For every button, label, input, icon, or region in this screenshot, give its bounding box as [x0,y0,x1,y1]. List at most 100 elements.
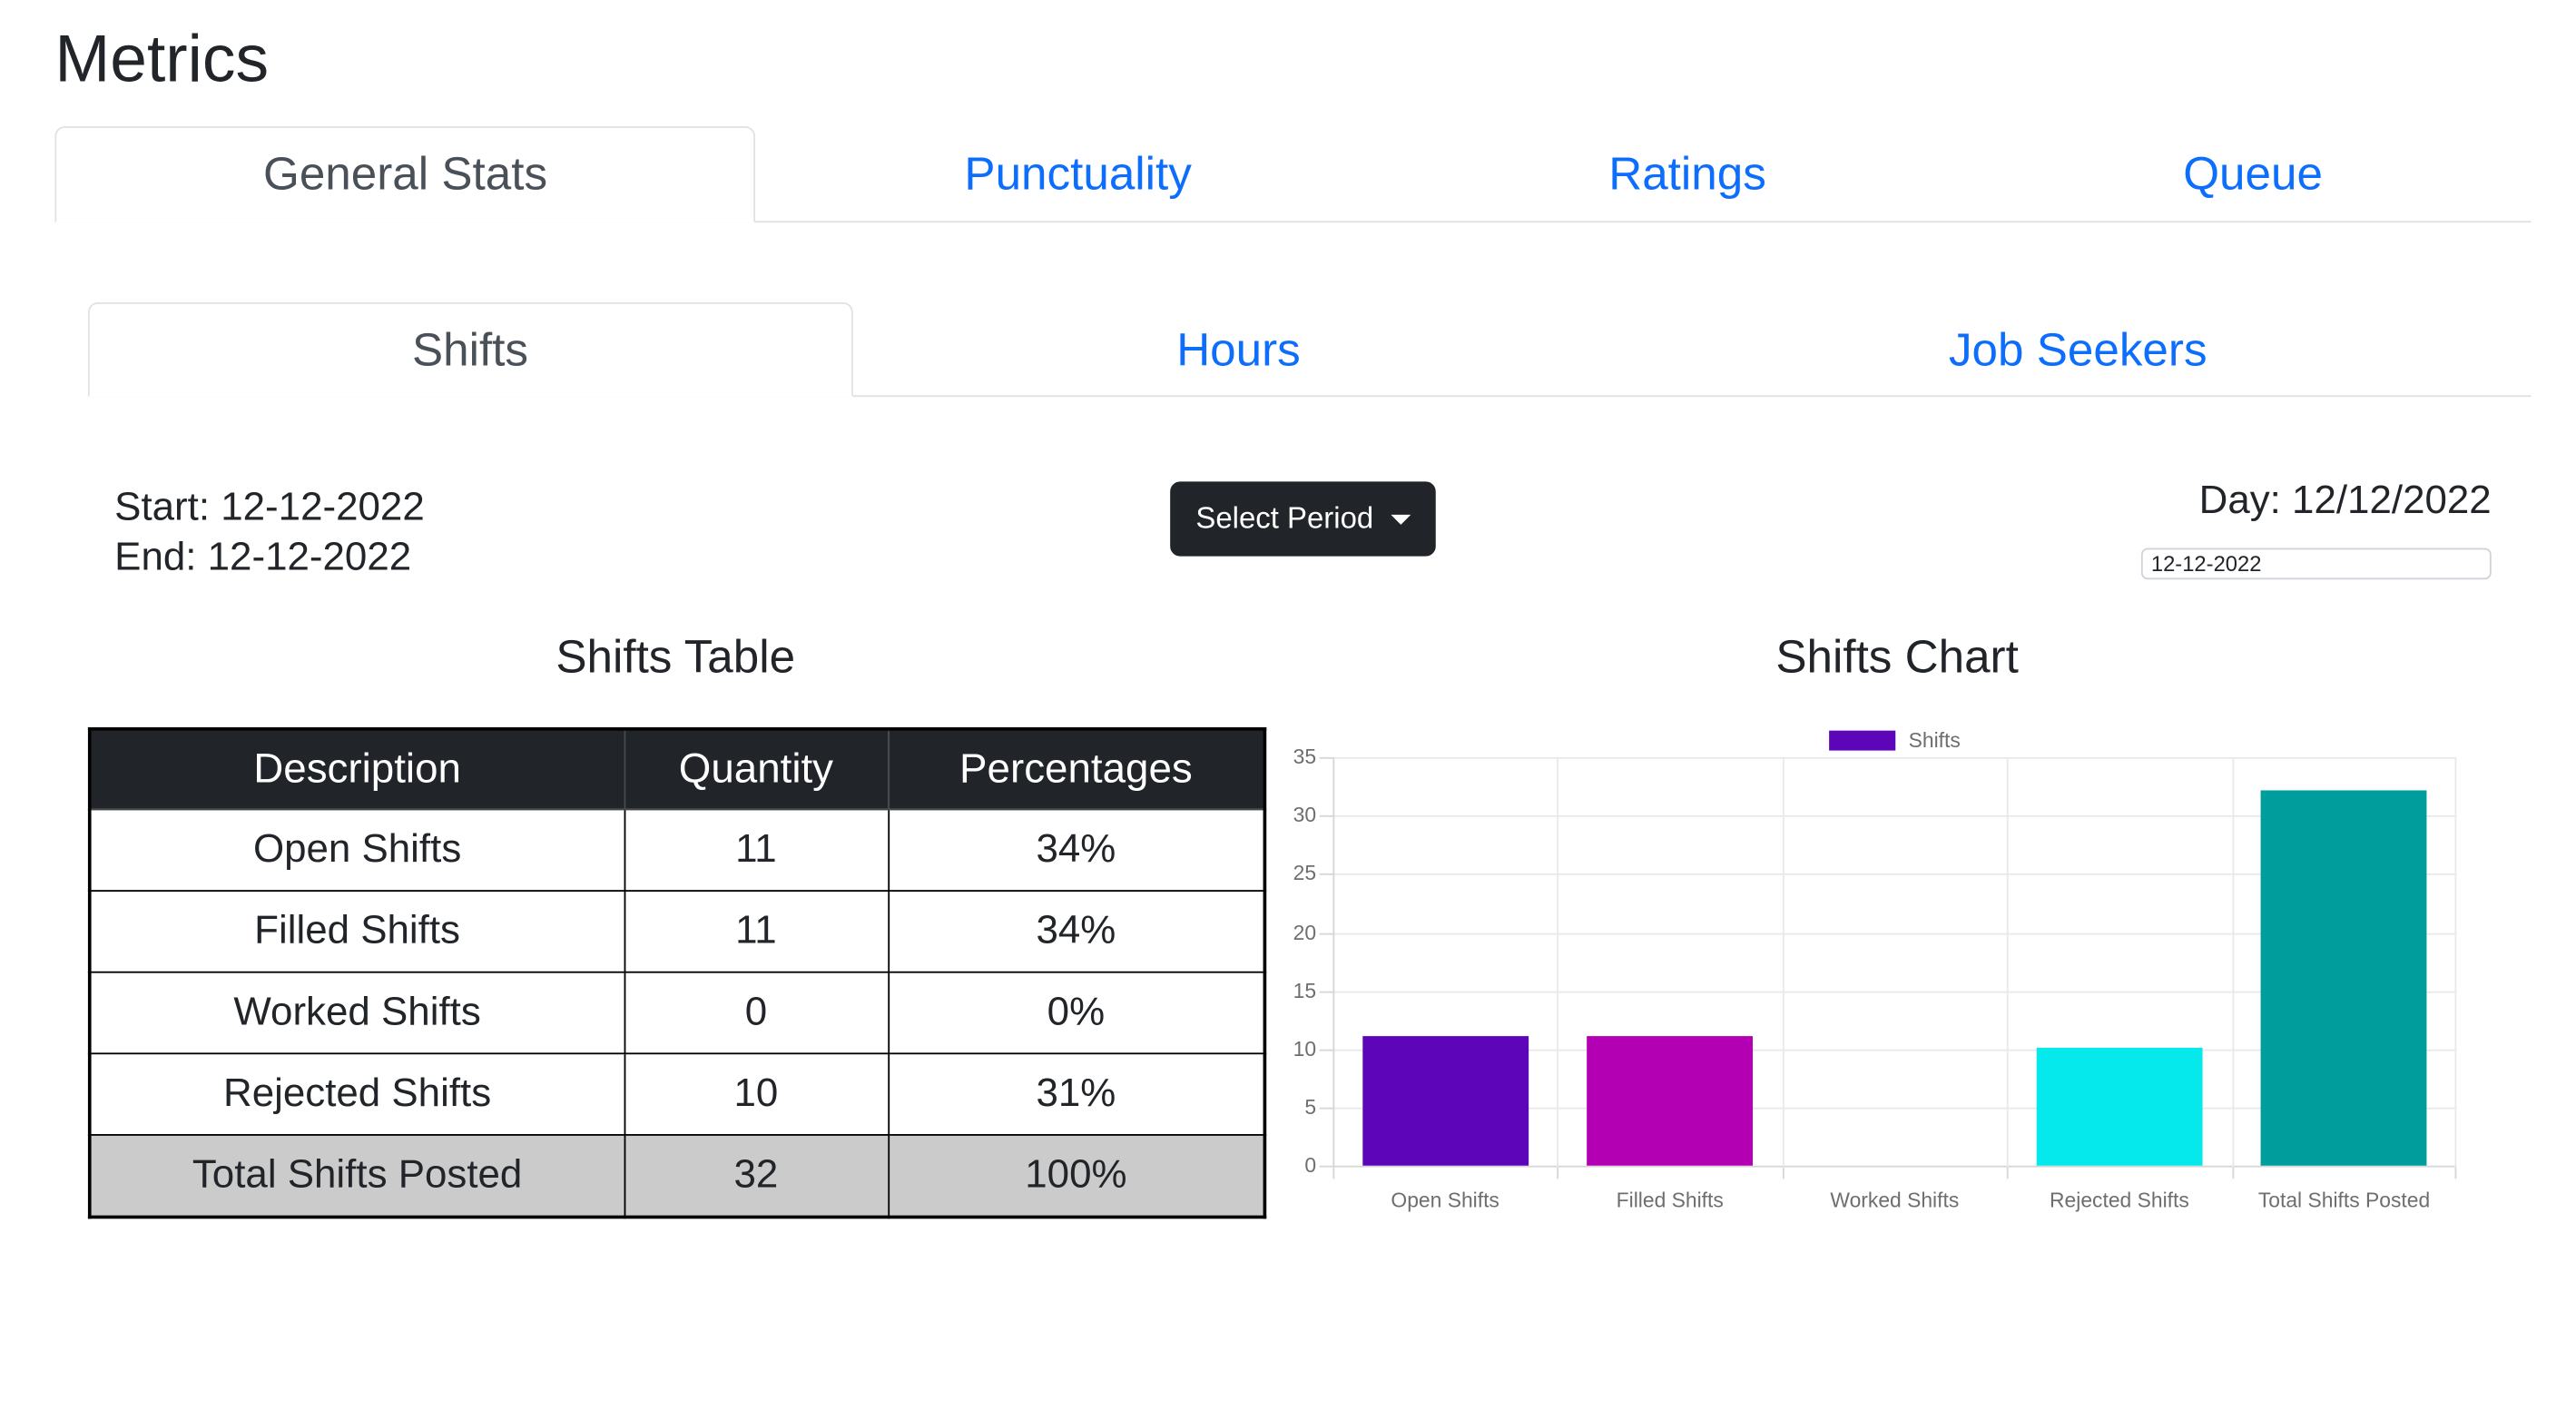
y-axis-label: 15 [1293,979,1317,1003]
y-axis-label: 5 [1304,1096,1317,1120]
cell-quantity: 11 [623,808,890,892]
cell-description: Open Shifts [88,808,625,892]
x-axis-tick [1557,1167,1559,1179]
y-axis-label: 20 [1293,921,1317,944]
cell-percentage: 0% [887,971,1266,1054]
y-axis-label: 10 [1293,1038,1317,1061]
gridline [2454,756,2457,1168]
tab-ratings[interactable]: Ratings [1608,147,1766,200]
x-axis-tick [1782,1167,1785,1179]
gridline [1332,756,1335,1168]
tab-hours[interactable]: Hours [1176,322,1301,375]
cell-quantity: 10 [623,1051,890,1136]
cell-percentage: 31% [887,1051,1266,1136]
y-axis-tick [1319,873,1333,876]
gridline [1332,991,2457,993]
x-axis-tick [2231,1167,2234,1179]
bar-open-shifts [1362,1036,1529,1166]
select-period-button[interactable]: Select Period [1170,481,1435,557]
y-axis-label: 0 [1304,1153,1317,1178]
bar-filled-shifts [1587,1036,1754,1166]
x-axis-label: Rejected Shifts [2050,1188,2189,1212]
date-range-block: Start: 12-12-2022 End: 12-12-2022 [88,470,907,583]
legend-label: Shifts [1908,728,1961,753]
shifts-chart-section: Shifts Chart Shifts 0 5 10 15 20 25 30 35 Open S… [1263,629,2532,1271]
select-period-label: Select Period [1195,501,1374,536]
x-axis-label: Worked Shifts [1830,1188,1960,1212]
header-quantity: Quantity [623,727,890,811]
gridline [1332,815,2457,817]
y-axis-tick [1319,932,1333,934]
sub-tab-bar: Shifts Hours Job Seekers [87,301,2532,398]
gridline [1332,1165,2457,1168]
tab-job-seekers[interactable]: Job Seekers [1948,322,2207,375]
bar-total-shifts-posted [2261,790,2427,1166]
shifts-table-section: Shifts Table Description Quantity Percen… [87,629,1267,1219]
y-axis-tick [1319,1050,1333,1051]
caret-down-icon [1390,515,1411,526]
tab-punctuality[interactable]: Punctuality [964,147,1192,200]
cell-percentage: 34% [887,808,1266,892]
bar-rejected-shifts [2036,1048,2203,1166]
date-input[interactable] [2140,548,2492,580]
gridline [2231,756,2234,1168]
shifts-table: Description Quantity Percentages Open Sh… [87,726,1267,1219]
table-row: Rejected Shifts 10 31% [88,1051,1266,1136]
shifts-table-title: Shifts Table [556,631,796,683]
cell-percentage: 34% [887,889,1266,973]
cell-quantity: 0 [623,971,890,1054]
shifts-chart-title: Shifts Chart [1775,631,2019,683]
y-axis-tick [1319,991,1333,993]
cell-description: Total Shifts Posted [88,1133,625,1218]
tab-shifts[interactable]: Shifts [87,301,853,398]
shifts-bar-chart: Shifts 0 5 10 15 20 25 30 35 Open Shifts Filled S… [1293,724,2457,1271]
x-axis-label: Filled Shifts [1616,1188,1724,1212]
header-description: Description [88,727,625,811]
gridline [1557,756,1559,1168]
date-controls-row: Start: 12-12-2022 End: 12-12-2022 Select… [88,470,2532,583]
day-col: Day: 12/12/2022 [1699,470,2532,580]
chart-plot: 0 5 10 15 20 25 30 35 Open Shifts Filled Shifts Wo… [1293,745,2457,1212]
gridline [1332,873,2457,876]
y-axis-tick [1319,1108,1333,1110]
period-select-col: Select Period [907,470,1699,557]
x-axis-tick [2454,1167,2457,1179]
day-heading: Day: 12/12/2022 [2198,479,2492,524]
cell-quantity: 32 [623,1133,890,1218]
gridline [1782,756,1785,1168]
y-axis-label: 30 [1293,804,1317,827]
legend-swatch [1828,730,1896,751]
tab-general-stats[interactable]: General Stats [54,126,756,222]
y-axis-label: 35 [1293,745,1317,769]
start-date-label: Start: 12-12-2022 [114,485,425,530]
cell-percentage: 100% [887,1133,1266,1218]
cell-description: Filled Shifts [88,889,625,973]
header-percentages: Percentages [887,727,1266,811]
table-row: Filled Shifts 11 34% [88,889,1266,973]
cell-quantity: 11 [623,889,890,973]
cell-description: Rejected Shifts [88,1051,625,1136]
x-axis-label: Open Shifts [1391,1188,1499,1212]
y-axis-label: 25 [1293,862,1317,886]
end-date-label: End: 12-12-2022 [114,535,412,580]
gridline [1332,1108,2457,1110]
table-header-row: Description Quantity Percentages [88,727,1266,811]
main-tab-bar: General Stats Punctuality Ratings Queue [54,126,2532,222]
cell-description: Worked Shifts [88,971,625,1054]
y-axis-tick [1319,756,1333,759]
tab-queue[interactable]: Queue [2183,147,2323,200]
x-axis-label: Total Shifts Posted [2257,1188,2431,1212]
x-axis-tick [2007,1167,2009,1179]
table-row: Worked Shifts 0 0% [88,971,1266,1054]
gridline [1332,756,2457,759]
metrics-page: Metrics General Stats Punctuality Rating… [0,20,2576,1411]
y-axis-tick [1319,1165,1333,1168]
page-title: Metrics [54,23,270,97]
content-row: Shifts Table Description Quantity Percen… [87,629,2532,1271]
y-axis-tick [1319,815,1333,817]
gridline [1332,932,2457,934]
gridline [2007,756,2009,1168]
table-total-row: Total Shifts Posted 32 100% [88,1133,1266,1218]
table-row: Open Shifts 11 34% [88,808,1266,892]
chart-legend[interactable]: Shifts [1332,724,2456,754]
